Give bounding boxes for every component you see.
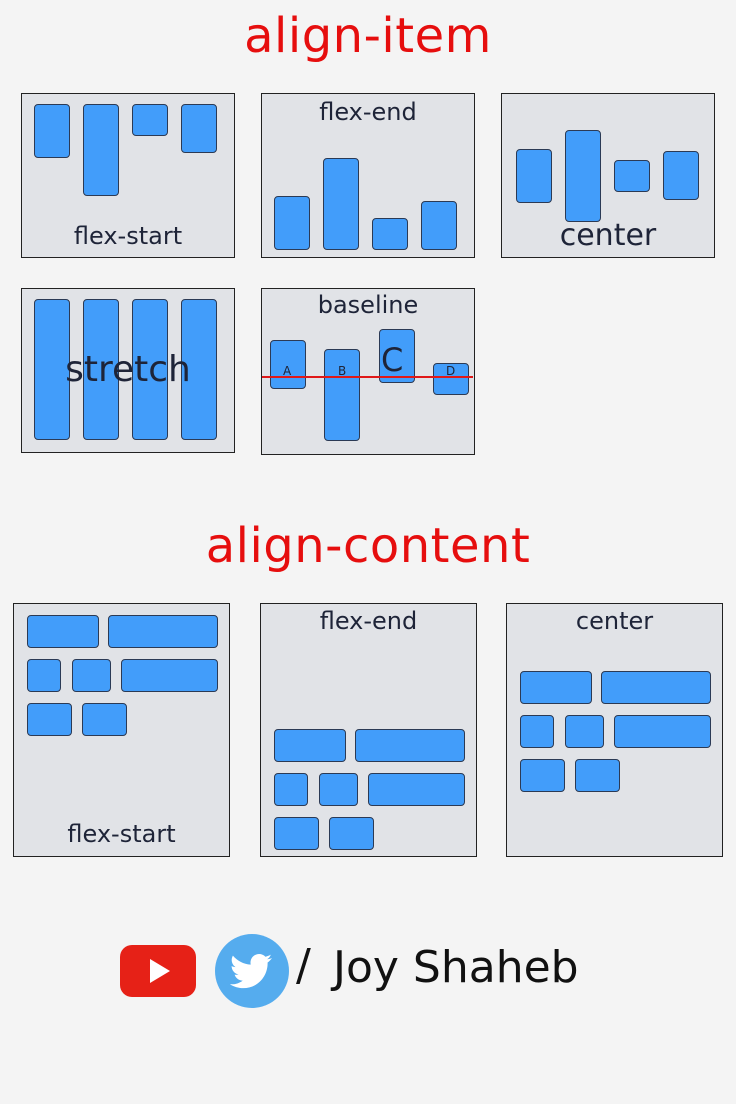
flex-item [614,715,711,748]
author-name: Joy Shaheb [333,942,579,993]
flex-item [520,759,565,792]
flex-item [270,340,306,389]
flex-item [575,759,620,792]
flex-item [323,158,359,250]
flex-item [108,615,218,648]
flex-item [274,773,308,806]
flex-item [355,729,465,762]
flex-item [372,218,408,250]
center-label: center [575,607,654,635]
flex-item [319,773,358,806]
align-content-center-panel: center [506,603,723,857]
flex-item [516,149,552,203]
flex-item [565,715,604,748]
flex-item [421,201,457,250]
align-content-title: align-content [205,518,531,574]
align-item-center-panel: center [501,93,715,258]
flex-item [27,615,99,648]
align-item-flex-end-panel: flex-end [261,93,475,258]
flex-item [663,151,699,200]
flex-item [132,299,168,440]
align-item-stretch-panel: stretch [21,288,235,453]
align-item-flex-start-panel: flex-start [21,93,235,258]
flex-item [274,729,346,762]
center-label: center [559,218,657,253]
flex-item [274,196,310,250]
youtube-icon[interactable] [120,943,196,999]
flex-start-label: flex-start [73,222,183,250]
flex-item [27,659,61,692]
baseline-label: baseline [317,291,419,319]
stretch-label: stretch [65,349,191,390]
item-letter-c: C [381,341,404,379]
align-item-title: align-item [244,8,492,64]
flex-item [132,104,168,136]
baseline-line [262,376,473,378]
flex-item [565,130,601,222]
flex-item [274,817,319,850]
align-content-flex-end-panel: flex-end [260,603,477,857]
flex-item [601,671,711,704]
item-letter-d: D [446,364,456,378]
flex-item [379,329,415,383]
align-item-baseline-panel: baseline A B C D [261,288,475,455]
flex-item [72,659,111,692]
flex-start-label: flex-start [67,820,176,848]
flex-item [181,299,217,440]
flex-item [82,703,127,736]
flex-item [83,104,119,196]
align-content-flex-start-panel: flex-start [13,603,230,857]
flex-item [34,299,70,440]
flex-item [368,773,465,806]
flex-item [34,104,70,158]
flex-item [121,659,218,692]
flex-item [520,671,592,704]
flex-item [433,363,469,395]
item-letter-a: A [283,364,292,378]
twitter-icon[interactable] [214,933,290,1009]
flex-end-label: flex-end [319,98,417,126]
flex-item [27,703,72,736]
flex-item [329,817,374,850]
item-letter-b: B [338,364,347,378]
flex-item [614,160,650,192]
flex-item [83,299,119,440]
flex-item [520,715,554,748]
flex-item [181,104,217,153]
flex-item [324,349,360,441]
separator-slash: / [296,940,311,991]
flex-end-label: flex-end [319,607,418,635]
